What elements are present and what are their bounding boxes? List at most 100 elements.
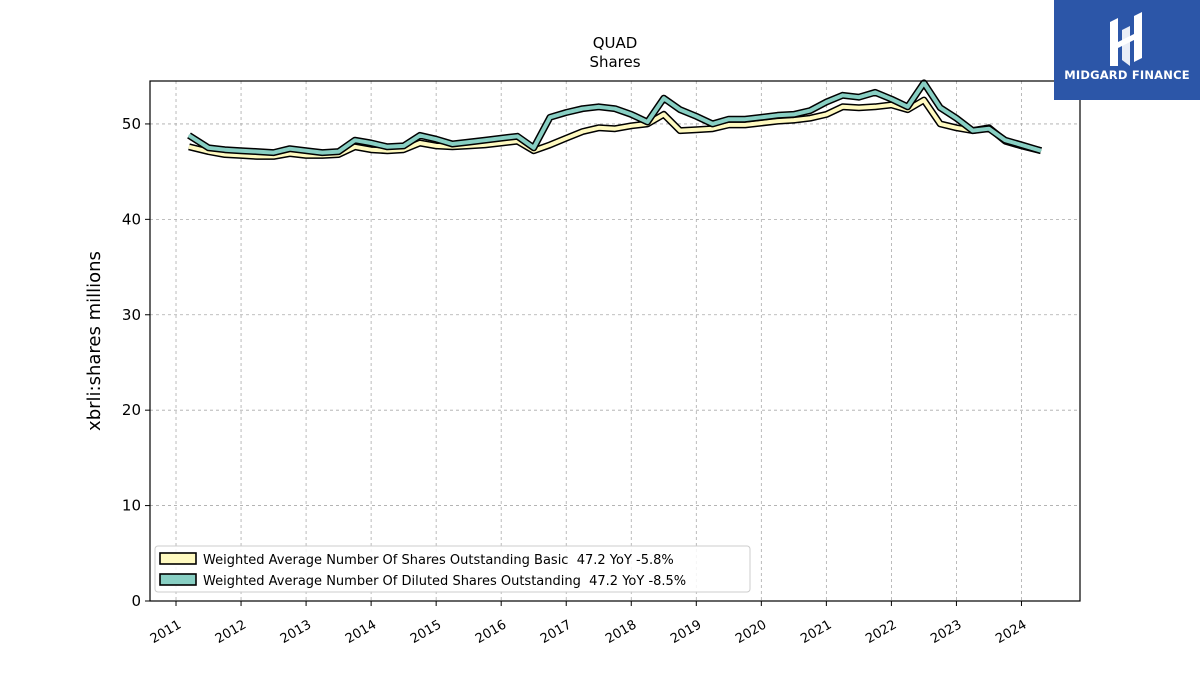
brand-name: MIDGARD FINANCE — [1064, 68, 1190, 82]
series-0-point — [825, 113, 827, 115]
series-1-point — [598, 106, 600, 108]
series-0-point — [744, 124, 746, 126]
series-1-point — [842, 94, 844, 96]
series-1-point — [338, 151, 340, 153]
series-0-point — [565, 137, 567, 139]
series-1-point — [923, 82, 925, 84]
x-tick-label: 2024 — [993, 617, 1029, 647]
series-1-point — [955, 117, 958, 119]
x-tick-label: 2016 — [473, 617, 509, 647]
series-1-point — [760, 116, 762, 118]
series-1-point — [321, 151, 323, 154]
legend-label-basic: Weighted Average Number Of Shares Outsta… — [203, 553, 674, 568]
series-0-point — [858, 107, 860, 109]
series-1-point — [565, 111, 567, 114]
series-1-point — [370, 142, 372, 144]
series-1 — [187, 79, 1042, 157]
series-1-point — [240, 150, 242, 152]
series-0-point — [305, 154, 307, 157]
series-1-point — [289, 148, 291, 150]
series-1-point — [858, 96, 860, 98]
series-0-point — [500, 142, 502, 144]
series-0-point — [890, 104, 892, 106]
series-0-point — [484, 144, 486, 146]
series-1-point — [614, 108, 616, 110]
x-tick-label: 2017 — [538, 617, 574, 647]
series-0-point — [923, 99, 925, 101]
legend: Weighted Average Number Of Shares Outsta… — [154, 545, 751, 593]
series-0-point — [549, 144, 551, 146]
series-1-point — [825, 101, 827, 103]
x-tick-label: 2013 — [278, 617, 314, 647]
plot-frame — [149, 80, 1081, 602]
series-1-point — [1004, 139, 1006, 141]
x-tick-label: 2012 — [213, 617, 249, 647]
series-1-point — [516, 135, 519, 137]
series-1-point — [890, 98, 892, 100]
series-1-point — [630, 113, 632, 115]
series-1-point — [188, 134, 190, 136]
x-tick-label: 2020 — [733, 617, 769, 647]
series-0-point — [663, 113, 665, 115]
series-0-point — [256, 155, 258, 157]
series-0-point — [581, 130, 584, 133]
midgard-finance-logo-icon — [1110, 12, 1142, 66]
legend-box — [154, 545, 751, 593]
series-0-point — [435, 145, 437, 147]
series-0-point — [728, 124, 730, 126]
series-1-point — [972, 130, 974, 132]
series-0-point — [711, 128, 714, 130]
series-0-point — [224, 153, 226, 156]
series-1-point — [646, 121, 649, 123]
series-0-point — [614, 128, 616, 130]
chart-title: QUAD — [593, 34, 638, 52]
series-0-point — [354, 146, 356, 148]
series-layer — [187, 79, 1042, 160]
brand-logo: MIDGARD FINANCE — [1054, 0, 1200, 100]
series-1-point — [874, 91, 876, 94]
y-tick-label: 20 — [122, 401, 141, 419]
series-0-point — [370, 149, 372, 151]
series-0-point — [874, 106, 876, 108]
series-1-point — [305, 150, 307, 152]
series-0-point — [386, 150, 388, 152]
series-1-point — [695, 115, 697, 117]
y-axis-label: xbrli:shares millions — [84, 251, 105, 431]
series-0-point — [630, 125, 632, 127]
x-tick-label: 2019 — [668, 617, 704, 647]
grid — [150, 81, 1080, 602]
series-0-point — [188, 146, 190, 148]
series-1-point — [1020, 144, 1023, 146]
y-tick-label: 0 — [131, 592, 141, 610]
series-0-point — [955, 127, 958, 129]
series-0-point — [842, 106, 844, 108]
series-0-point — [419, 142, 421, 144]
x-tick-label: 2023 — [928, 617, 964, 647]
y-tick-label: 50 — [122, 115, 141, 133]
series-1-point — [1040, 150, 1042, 152]
series-1-point — [776, 114, 779, 116]
series-1-point — [207, 147, 210, 149]
chart-subtitle: Shares — [589, 53, 640, 71]
series-1-point — [549, 116, 551, 118]
x-tick-label: 2018 — [603, 617, 639, 647]
series-1-point — [744, 118, 746, 120]
legend-swatch-diluted — [159, 573, 197, 586]
series-1-point — [435, 138, 437, 140]
series-1-point — [451, 143, 454, 145]
series-1-point — [679, 109, 681, 111]
series-0-point — [776, 120, 779, 122]
x-tick-label: 2015 — [408, 617, 444, 647]
series-1-point — [419, 134, 421, 136]
series-0-point — [695, 129, 697, 131]
series-1-point — [988, 128, 990, 130]
x-tick-label: 2021 — [798, 617, 834, 647]
series-0-point — [598, 127, 600, 129]
series-1-point — [256, 151, 258, 153]
series-0-point — [240, 154, 242, 157]
series-1-point — [484, 139, 486, 141]
series-0-point — [679, 130, 681, 132]
series-1-point — [500, 137, 502, 139]
x-tick-label: 2014 — [343, 617, 379, 647]
